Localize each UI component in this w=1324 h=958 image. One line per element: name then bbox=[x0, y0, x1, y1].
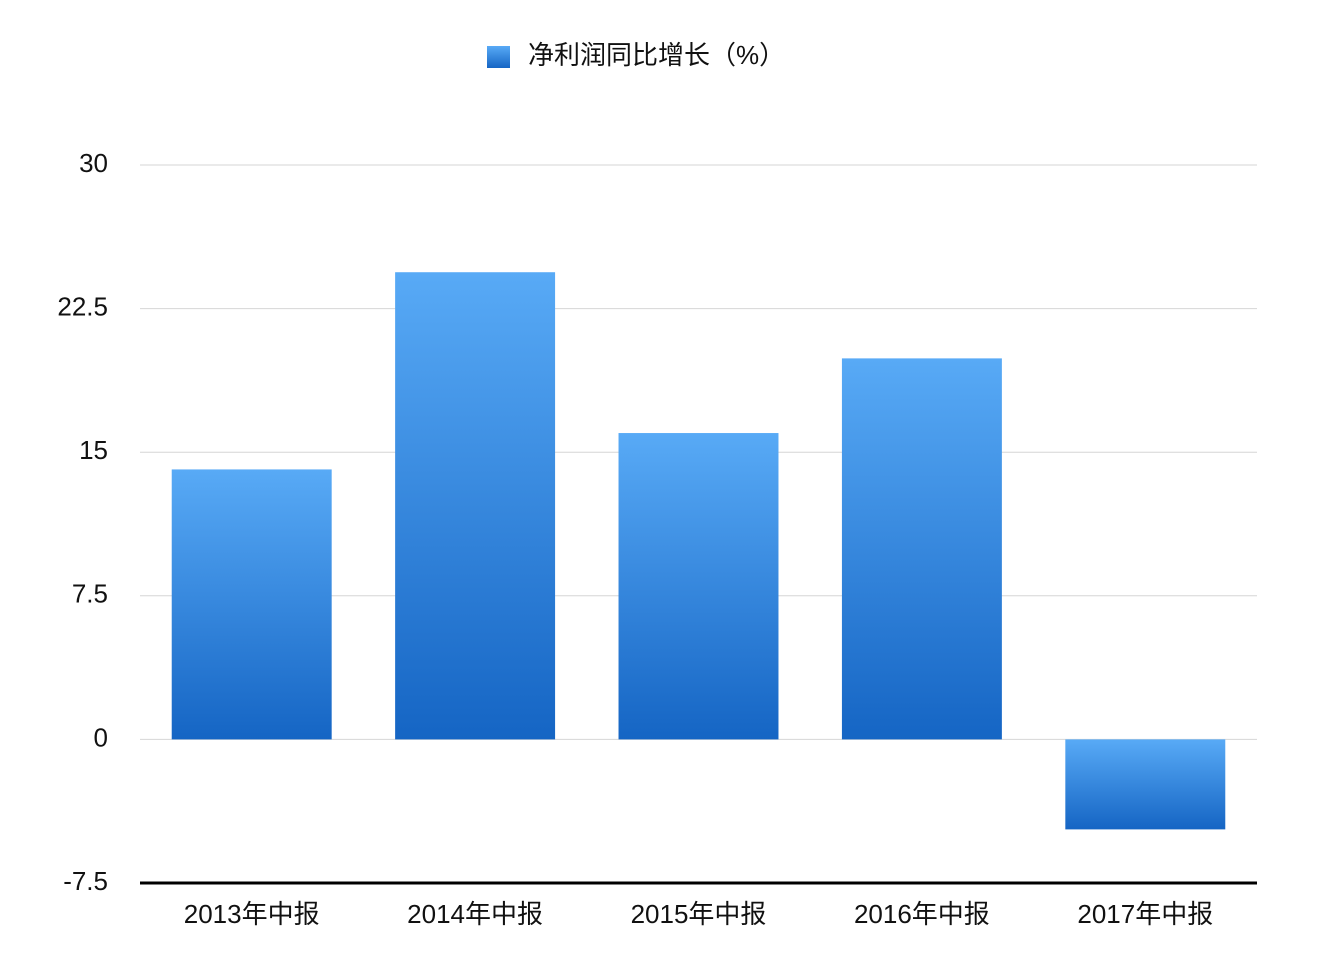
x-tick-label: 2014年中报 bbox=[407, 899, 543, 929]
x-tick-label: 2013年中报 bbox=[184, 899, 320, 929]
x-tick-label: 2016年中报 bbox=[854, 899, 990, 929]
bar bbox=[841, 358, 1002, 740]
x-tick-label: 2015年中报 bbox=[631, 899, 767, 929]
y-tick-label: -7.5 bbox=[63, 866, 108, 896]
y-tick-label: 30 bbox=[79, 148, 108, 178]
legend-label: 净利润同比增长（%） bbox=[528, 40, 785, 70]
x-tick-label: 2017年中报 bbox=[1077, 899, 1213, 929]
y-tick-label: 0 bbox=[94, 722, 108, 752]
bar bbox=[1065, 739, 1226, 830]
y-tick-label: 15 bbox=[79, 435, 108, 465]
bar bbox=[618, 433, 779, 740]
y-tick-label: 22.5 bbox=[57, 291, 108, 321]
bar bbox=[171, 469, 332, 740]
y-tick-label: 7.5 bbox=[72, 579, 108, 609]
legend-swatch bbox=[487, 46, 510, 68]
bar bbox=[395, 272, 556, 740]
